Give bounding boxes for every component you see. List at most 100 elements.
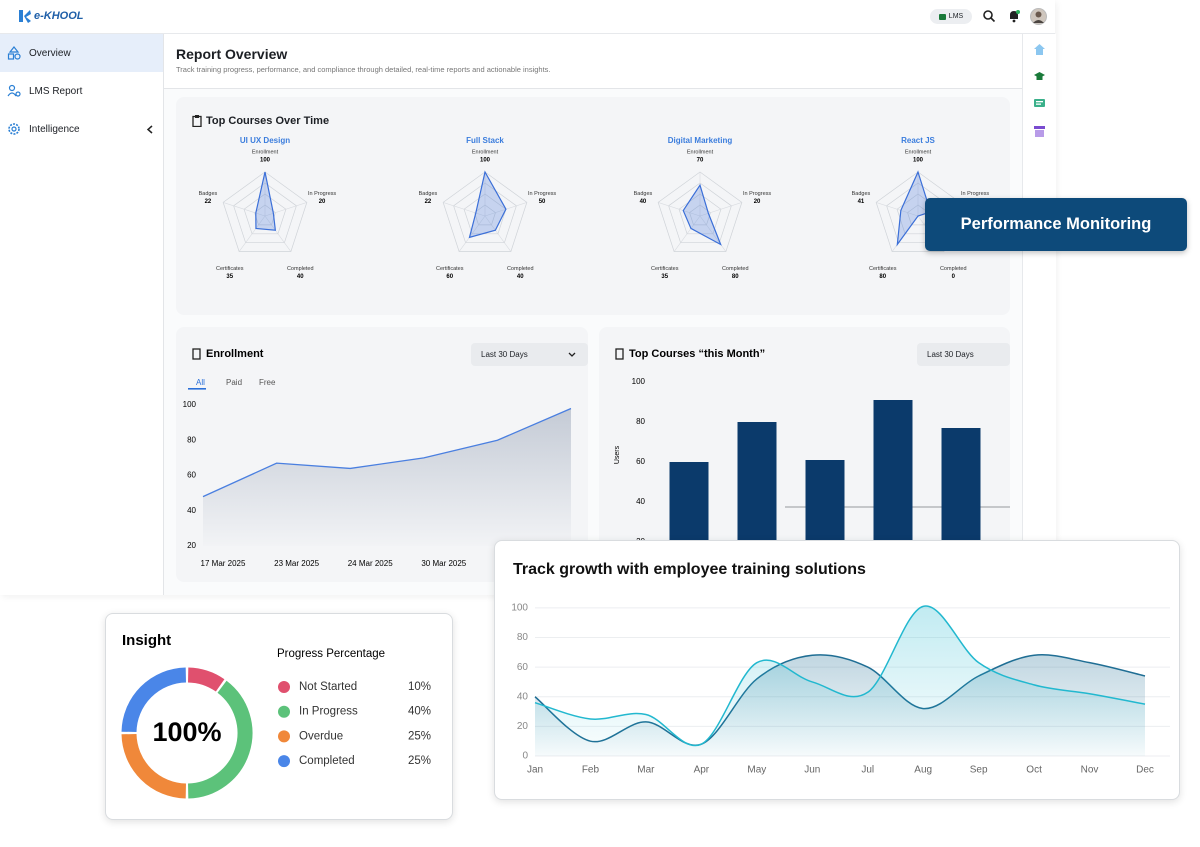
radar-axis	[876, 202, 919, 217]
y-tick-label: 20	[517, 721, 529, 732]
rail-icon[interactable]	[1033, 43, 1046, 56]
filter-tab: All	[196, 378, 205, 387]
filter-tab: Paid	[226, 378, 242, 387]
radar-ring	[463, 193, 507, 235]
dropdown-chevron	[568, 352, 576, 357]
radar-ring	[222, 171, 308, 252]
radar-axis-label: Completed	[722, 266, 749, 272]
radar-axis	[699, 215, 727, 252]
radar-title: UI UX Design	[240, 136, 290, 145]
legend-value: 10%	[408, 681, 431, 693]
legend-swatch	[278, 730, 290, 743]
right-rail	[1022, 34, 1056, 595]
x-tick-label: Apr	[694, 765, 710, 776]
legend-swatch	[278, 681, 290, 693]
active-tab-underline	[188, 388, 206, 390]
radar-value-label: 40	[297, 274, 304, 280]
period-dropdown[interactable]: Last 30 Days	[471, 343, 588, 366]
radar-value-label: 41	[858, 199, 865, 205]
collapse-chevron[interactable]	[146, 125, 154, 134]
radar-area	[682, 183, 722, 246]
radar-axis-label: Badges	[852, 191, 871, 197]
radar-axis-label: In Progress	[308, 191, 336, 197]
y-tick-label: 40	[636, 497, 645, 506]
radar-axis-label: Certificates	[869, 266, 897, 272]
radar-axis-label: In Progress	[528, 191, 556, 197]
y-tick-label: 100	[511, 602, 528, 613]
legend-label: In Progress	[299, 706, 358, 718]
radar-value-label: 50	[539, 199, 546, 205]
radar-axis-label: Certificates	[651, 266, 679, 272]
avatar[interactable]	[1030, 8, 1047, 25]
nav-label: Intelligence	[29, 123, 80, 135]
x-tick-label: May	[747, 765, 766, 776]
card-icon	[192, 115, 202, 127]
radar-axis-label: Completed	[287, 266, 314, 272]
nav-item[interactable]: Overview	[0, 34, 163, 72]
x-tick-label: Dec	[1136, 765, 1154, 776]
radar-chart: Digital Marketing Enrollment 70 In Progress…	[634, 136, 772, 280]
lms-badge[interactable]: LMS	[930, 9, 972, 24]
legend-label: Overdue	[299, 730, 343, 742]
insight-chart: Insight 100% Progress Percentage Not Starte…	[121, 632, 431, 799]
radar-value-label: 100	[260, 158, 271, 164]
period-dropdown[interactable]: Last 30 Days	[917, 343, 1010, 366]
app-window: e-KHOOL LMS Overview LMS Report Intellig…	[0, 8, 1056, 595]
x-tick-label: Oct	[1026, 765, 1042, 776]
radar-axis-label: Badges	[634, 191, 653, 197]
radar-axis-label: Certificates	[216, 266, 244, 272]
y-tick-label: 100	[632, 377, 646, 386]
search-icon[interactable]	[982, 9, 996, 23]
donut-segment	[187, 667, 225, 692]
radar-axis-label: In Progress	[961, 191, 989, 197]
radar-value-label: 80	[732, 274, 739, 280]
report-subtitle: Track training progress, performance, an…	[176, 65, 551, 74]
radar-ring	[875, 171, 961, 252]
nav-item[interactable]: LMS Report	[0, 72, 163, 110]
callout: Performance Monitoring	[925, 198, 1187, 251]
rail-icon[interactable]	[1033, 70, 1046, 83]
logo-icon	[19, 10, 31, 23]
rail-icon[interactable]	[1033, 97, 1046, 110]
nav-item[interactable]: Intelligence	[0, 110, 163, 148]
chart-title: Insight	[122, 632, 171, 649]
radar-value-label: 35	[661, 274, 668, 280]
radar-axis-label: In Progress	[743, 191, 771, 197]
radar-axis	[484, 215, 512, 252]
radar-value-label: 22	[205, 199, 212, 205]
card-icon	[615, 348, 624, 360]
callout-text: Performance Monitoring	[960, 215, 1152, 233]
radar-value-label: 100	[480, 158, 491, 164]
radar-value-label: 60	[446, 274, 453, 280]
card-icon	[192, 348, 201, 360]
bell-icon[interactable]	[1007, 9, 1021, 23]
series-line	[534, 605, 1146, 747]
radar-ring	[657, 171, 743, 252]
chart-title: Track growth with employee training solu…	[513, 561, 866, 578]
radar-ring	[689, 204, 711, 226]
x-tick-label: Feb	[582, 765, 600, 776]
radar-value-label: 40	[517, 274, 524, 280]
filter-tab: Free	[259, 378, 276, 387]
y-tick-label: 80	[187, 435, 196, 444]
radar-axis	[223, 202, 266, 217]
radar-axis-label: Badges	[199, 191, 218, 197]
radar-axis	[238, 215, 266, 252]
radar-axis	[458, 215, 486, 252]
badge-text: LMS	[948, 13, 964, 20]
y-tick-label: 60	[636, 457, 645, 466]
dropdown-text: Last 30 Days	[927, 350, 974, 359]
radar-axis-label: Completed	[507, 266, 534, 272]
radar-axis-label: Badges	[419, 191, 438, 197]
legend-swatch	[278, 705, 290, 718]
dropdown-text: Last 30 Days	[481, 350, 528, 359]
radar-axis	[264, 202, 307, 217]
x-tick-label: Nov	[1081, 765, 1099, 776]
y-axis-label: Users	[614, 445, 621, 464]
rail-icon[interactable]	[1033, 125, 1046, 138]
nav-icon	[7, 84, 21, 97]
radar-value-label: 35	[226, 274, 233, 280]
radar-area	[255, 171, 277, 231]
nav-icon	[8, 123, 20, 135]
